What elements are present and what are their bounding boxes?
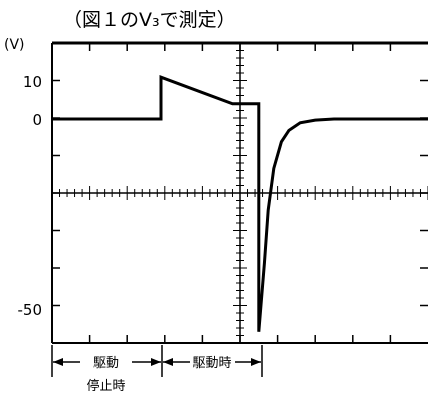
series-line-0 (52, 75, 428, 332)
phase2-label: 駆動時 (192, 356, 231, 371)
y-tick-label: 0 (32, 111, 42, 129)
waveform-trace (52, 75, 428, 332)
phase1-arrow-left-head (53, 358, 63, 366)
chart-title: （図１のV₃で測定） (63, 9, 236, 31)
phase2-arrow-right-head (251, 358, 261, 366)
y-unit-label: (V) (4, 37, 25, 53)
phase2-arrow-left-head (163, 358, 173, 366)
axis-ticks (51, 42, 428, 344)
y-tick-label: -50 (18, 301, 43, 319)
y-tick-label: 10 (23, 73, 42, 91)
phase1-sublabel: 停止時 (86, 378, 125, 394)
chart-labels: （図１のV₃で測定） (V) 10 0 -50 (4, 9, 236, 319)
phase1-label: 駆動 (93, 356, 119, 371)
phase1-arrow-right-head (151, 358, 161, 366)
